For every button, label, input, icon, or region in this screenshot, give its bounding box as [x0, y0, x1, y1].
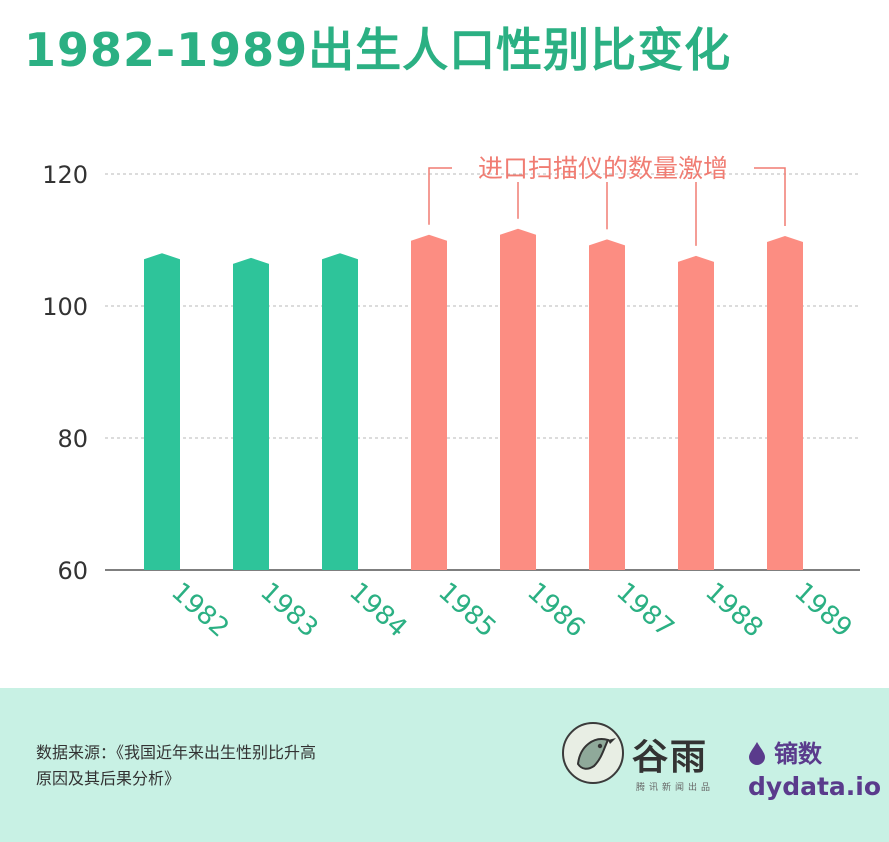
y-tick-label: 60 — [57, 557, 88, 585]
data-source: 数据来源：《我国近年来出生性别比升高 原因及其后果分析》 — [36, 740, 396, 792]
footer: 数据来源：《我国近年来出生性别比升高 原因及其后果分析》 谷雨 腾讯新闻出品 镝… — [0, 688, 889, 842]
bar-1984 — [322, 253, 358, 570]
annotation-bracket-left — [428, 167, 452, 225]
x-tick-label: 1988 — [699, 577, 768, 644]
bar-1987 — [589, 239, 625, 570]
guyu-bird-logo-icon — [562, 722, 624, 784]
bar-1989 — [767, 236, 803, 571]
dydata-brand-cn: 镝数 — [774, 740, 822, 768]
x-tick-label: 1989 — [788, 577, 857, 644]
y-tick-label: 100 — [42, 293, 88, 321]
bar-chart: 60 80 100 120 1982 1983 1984 1985 1986 1987 1988 19… — [42, 154, 860, 644]
x-tick-label: 1982 — [165, 577, 234, 644]
bar-1982 — [144, 253, 180, 570]
bar-1988 — [678, 255, 714, 570]
dydata-url: dydata.io — [748, 772, 882, 801]
guyu-subtitle: 腾讯新闻出品 — [636, 783, 715, 793]
y-tick-label: 120 — [42, 161, 88, 189]
source-line-2: 原因及其后果分析》 — [36, 769, 181, 788]
bar-1986 — [500, 228, 536, 570]
source-line-1: 数据来源：《我国近年来出生性别比升高 — [36, 743, 317, 762]
guyu-brand: 谷雨 — [632, 736, 709, 778]
x-tick-label: 1986 — [521, 577, 590, 644]
bar-1983 — [233, 257, 269, 570]
x-tick-label: 1985 — [432, 577, 501, 644]
x-tick-label: 1987 — [610, 577, 679, 644]
chart-title: 1982-1989出生人口性别比变化 — [24, 23, 732, 77]
x-tick-label: 1984 — [343, 577, 412, 644]
flame-drop-icon — [748, 741, 766, 771]
y-tick-label: 80 — [57, 425, 88, 453]
bar-1985 — [411, 234, 447, 570]
x-tick-label: 1983 — [254, 577, 323, 644]
dydata-brand: 镝数 — [748, 734, 822, 771]
annotation-bracket-right — [754, 167, 786, 227]
annotation-text: 进口扫描仪的数量激增 — [478, 154, 728, 183]
